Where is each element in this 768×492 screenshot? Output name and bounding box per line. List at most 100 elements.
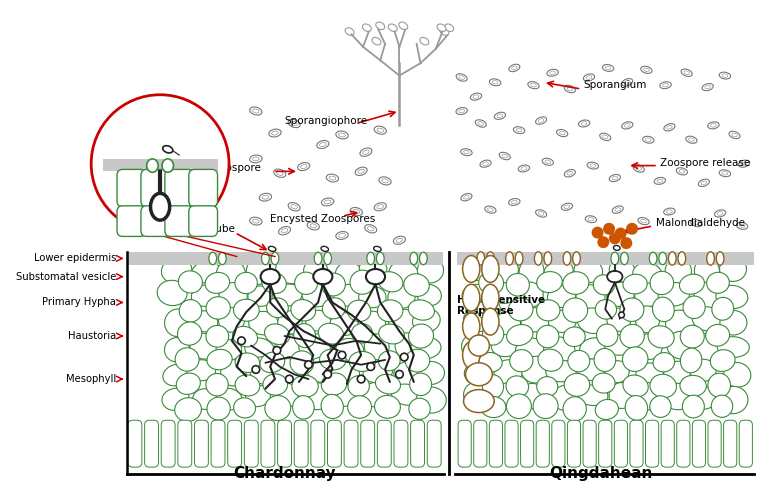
- Ellipse shape: [689, 138, 694, 142]
- Ellipse shape: [578, 308, 608, 334]
- Text: Zoospore: Zoospore: [213, 163, 262, 174]
- Ellipse shape: [516, 282, 543, 307]
- Ellipse shape: [339, 234, 346, 238]
- Ellipse shape: [516, 128, 522, 132]
- Ellipse shape: [376, 22, 385, 30]
- Ellipse shape: [250, 107, 262, 115]
- Ellipse shape: [495, 112, 505, 120]
- Ellipse shape: [349, 351, 376, 371]
- Ellipse shape: [367, 252, 375, 265]
- Circle shape: [357, 375, 365, 383]
- Ellipse shape: [708, 373, 730, 398]
- Ellipse shape: [147, 159, 158, 172]
- Ellipse shape: [187, 360, 216, 381]
- Ellipse shape: [636, 383, 661, 410]
- FancyBboxPatch shape: [189, 206, 217, 237]
- Ellipse shape: [597, 324, 618, 346]
- Ellipse shape: [661, 383, 692, 410]
- Ellipse shape: [653, 353, 674, 372]
- Ellipse shape: [190, 334, 219, 359]
- Ellipse shape: [537, 377, 558, 397]
- Text: Haustoria: Haustoria: [68, 331, 116, 341]
- Ellipse shape: [265, 396, 291, 421]
- Ellipse shape: [620, 298, 644, 321]
- Ellipse shape: [478, 271, 504, 295]
- Ellipse shape: [493, 383, 523, 408]
- Ellipse shape: [464, 308, 495, 332]
- Ellipse shape: [218, 308, 245, 332]
- Ellipse shape: [564, 170, 575, 177]
- Ellipse shape: [464, 390, 494, 413]
- Ellipse shape: [690, 219, 702, 227]
- FancyBboxPatch shape: [458, 420, 472, 467]
- Ellipse shape: [478, 299, 500, 320]
- Ellipse shape: [497, 114, 503, 118]
- FancyBboxPatch shape: [361, 420, 375, 467]
- Ellipse shape: [299, 334, 330, 361]
- Ellipse shape: [313, 269, 333, 284]
- Ellipse shape: [594, 348, 616, 371]
- Ellipse shape: [508, 64, 520, 72]
- Ellipse shape: [162, 388, 189, 410]
- Ellipse shape: [345, 28, 354, 35]
- Ellipse shape: [298, 162, 310, 171]
- Ellipse shape: [719, 170, 730, 177]
- Ellipse shape: [388, 285, 415, 308]
- Ellipse shape: [544, 252, 551, 265]
- Ellipse shape: [568, 350, 590, 372]
- Bar: [457, 252, 753, 265]
- Ellipse shape: [552, 385, 580, 410]
- Ellipse shape: [542, 158, 554, 165]
- Ellipse shape: [492, 335, 520, 357]
- Ellipse shape: [567, 87, 573, 91]
- Ellipse shape: [578, 359, 605, 380]
- Ellipse shape: [545, 261, 573, 281]
- Ellipse shape: [288, 119, 300, 127]
- Ellipse shape: [563, 298, 588, 322]
- Ellipse shape: [707, 272, 730, 293]
- Ellipse shape: [649, 252, 657, 265]
- Ellipse shape: [347, 300, 371, 322]
- FancyBboxPatch shape: [536, 420, 549, 467]
- Ellipse shape: [260, 193, 272, 201]
- Ellipse shape: [307, 222, 319, 230]
- FancyBboxPatch shape: [599, 420, 612, 467]
- Ellipse shape: [588, 217, 594, 221]
- Ellipse shape: [621, 122, 633, 129]
- FancyBboxPatch shape: [244, 420, 258, 467]
- FancyBboxPatch shape: [394, 420, 408, 467]
- Ellipse shape: [535, 117, 547, 124]
- Ellipse shape: [276, 171, 283, 175]
- Ellipse shape: [330, 313, 359, 336]
- Ellipse shape: [515, 252, 523, 265]
- FancyBboxPatch shape: [505, 420, 518, 467]
- Ellipse shape: [456, 74, 467, 81]
- Text: Substomatal vesicle: Substomatal vesicle: [15, 272, 116, 281]
- Ellipse shape: [701, 181, 707, 184]
- FancyBboxPatch shape: [294, 420, 308, 467]
- Ellipse shape: [605, 66, 611, 70]
- Ellipse shape: [694, 258, 720, 284]
- Ellipse shape: [248, 286, 274, 307]
- FancyBboxPatch shape: [661, 420, 674, 467]
- Ellipse shape: [609, 383, 634, 408]
- Ellipse shape: [389, 24, 397, 31]
- Ellipse shape: [494, 360, 522, 385]
- Ellipse shape: [508, 198, 520, 206]
- Ellipse shape: [561, 203, 573, 210]
- Circle shape: [367, 363, 375, 370]
- FancyBboxPatch shape: [311, 420, 325, 467]
- Ellipse shape: [641, 219, 647, 223]
- Ellipse shape: [535, 210, 547, 217]
- Ellipse shape: [548, 285, 576, 308]
- Ellipse shape: [550, 71, 555, 74]
- Ellipse shape: [609, 175, 621, 182]
- Ellipse shape: [638, 217, 649, 225]
- Ellipse shape: [250, 357, 275, 384]
- Ellipse shape: [273, 169, 286, 178]
- Ellipse shape: [350, 270, 375, 294]
- Ellipse shape: [205, 273, 230, 293]
- Ellipse shape: [602, 135, 608, 139]
- Ellipse shape: [586, 76, 592, 79]
- Ellipse shape: [604, 335, 631, 355]
